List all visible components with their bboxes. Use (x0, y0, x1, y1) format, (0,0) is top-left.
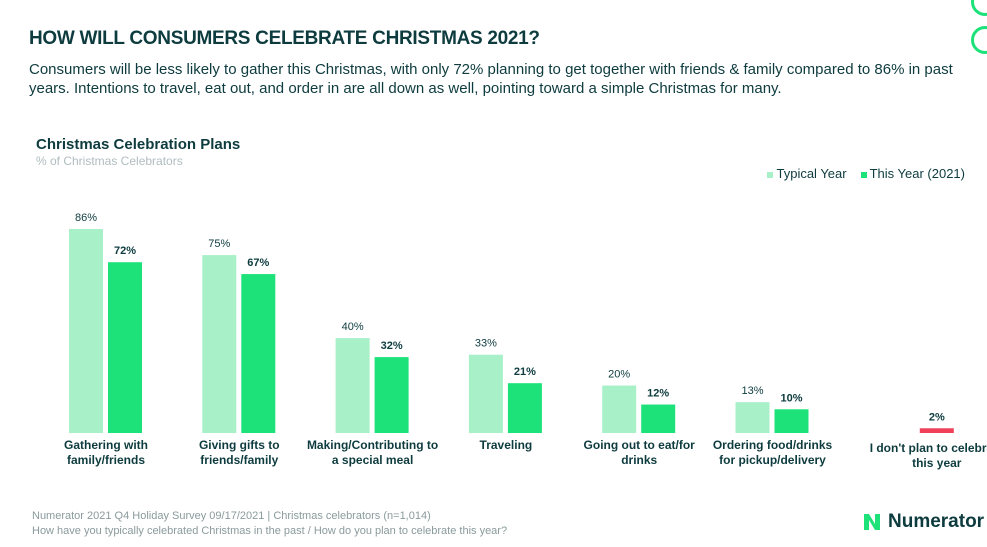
bar-typical-year (468, 354, 503, 433)
bar-typical-year (69, 229, 103, 433)
legend-item-typical: Typical Year (767, 166, 847, 181)
bar-typical-year (735, 402, 770, 433)
bar-this-year (374, 357, 409, 433)
category-label: I don't plan to celebrate (870, 441, 987, 455)
data-label: 12% (647, 388, 669, 400)
category-label: this year (912, 456, 962, 470)
data-label: 33% (475, 338, 497, 350)
bar-this-year (108, 262, 142, 433)
category-label: Giving gifts to (199, 438, 280, 452)
source-note: Numerator 2021 Q4 Holiday Survey 09/17/2… (32, 510, 431, 522)
data-label: 86% (75, 212, 97, 224)
data-label: 2% (929, 411, 945, 423)
legend: Typical Year This Year (2021) (767, 166, 965, 181)
bar-this-year (919, 428, 954, 433)
category-label: drinks (621, 453, 657, 467)
data-label: 21% (514, 366, 536, 378)
decorative-circle (971, 26, 987, 54)
bar-this-year (774, 409, 809, 433)
numerator-logo: Numerator (862, 511, 984, 533)
legend-item-this-year: This Year (2021) (860, 166, 965, 181)
page-title: HOW WILL CONSUMERS CELEBRATE CHRISTMAS 2… (29, 28, 540, 49)
data-label: 10% (780, 392, 802, 404)
bar-typical-year (202, 255, 237, 433)
bar-typical-year (602, 385, 637, 433)
numerator-logo-icon (864, 514, 880, 530)
bar-this-year (241, 274, 276, 433)
bar-typical-year (335, 338, 370, 433)
bar-this-year (641, 404, 676, 433)
data-label: 72% (114, 245, 136, 257)
data-label: 13% (741, 385, 763, 397)
category-label: for pickup/delivery (719, 453, 826, 467)
data-label: 75% (208, 238, 230, 250)
data-label: 67% (247, 257, 269, 269)
bar-this-year (507, 383, 542, 433)
data-label: 40% (342, 321, 364, 333)
category-label: Going out to eat/for (584, 438, 696, 452)
data-label: 32% (381, 340, 403, 352)
data-label: 20% (608, 369, 630, 381)
category-label: Gathering with (64, 438, 148, 452)
category-label: Traveling (480, 438, 533, 452)
question-note: How have you typically celebrated Christ… (32, 525, 508, 537)
category-label: family/friends (67, 453, 145, 467)
chart-title: Christmas Celebration Plans (36, 136, 241, 153)
category-label: friends/family (200, 453, 278, 467)
chart-unit-label: % of Christmas Celebrators (36, 154, 183, 168)
category-label: a special meal (332, 453, 413, 467)
page-subtitle: Consumers will be less likely to gather … (29, 61, 953, 97)
category-label: Ordering food/drinks (713, 438, 833, 452)
category-label: Making/Contributing to (307, 438, 438, 452)
decorative-circle (971, 0, 987, 16)
